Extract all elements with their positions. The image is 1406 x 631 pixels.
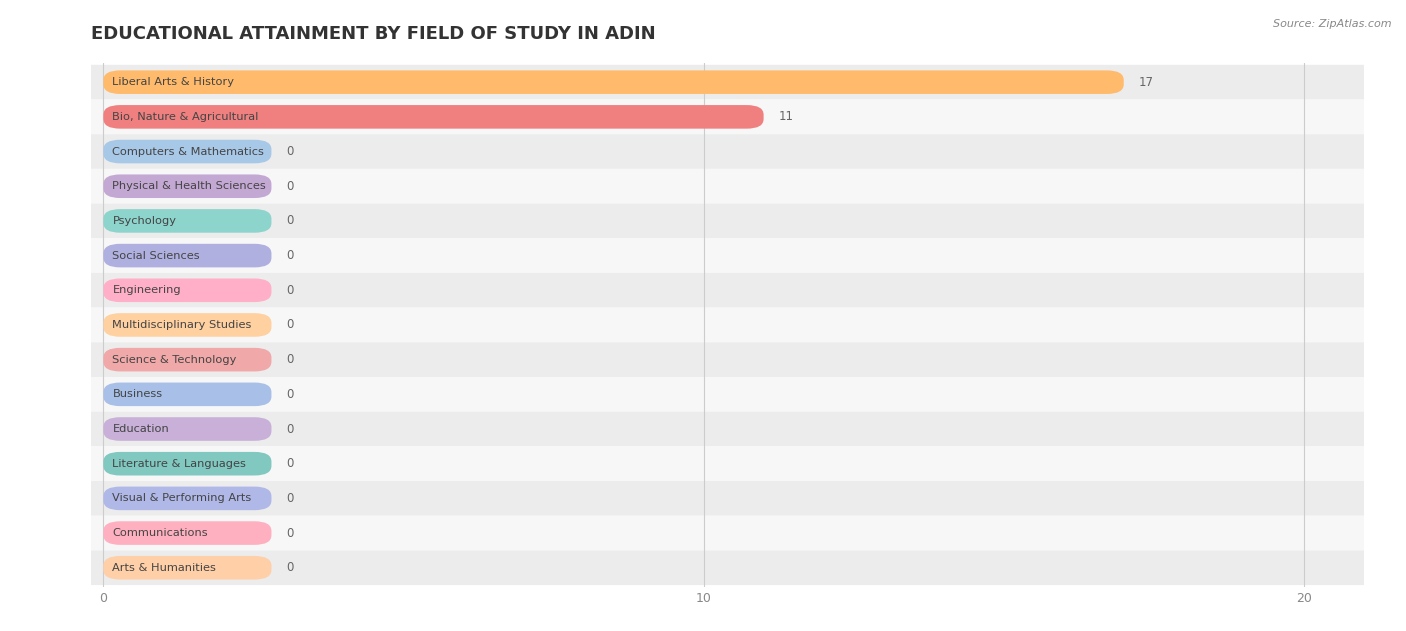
- Text: 0: 0: [287, 215, 294, 227]
- FancyBboxPatch shape: [73, 411, 1406, 446]
- FancyBboxPatch shape: [73, 308, 1406, 342]
- Text: 0: 0: [287, 527, 294, 540]
- FancyBboxPatch shape: [73, 65, 1406, 100]
- Text: Liberal Arts & History: Liberal Arts & History: [112, 77, 235, 87]
- Text: 17: 17: [1139, 76, 1154, 89]
- FancyBboxPatch shape: [73, 446, 1406, 481]
- FancyBboxPatch shape: [73, 239, 1406, 273]
- Text: 0: 0: [287, 249, 294, 262]
- Text: Visual & Performing Arts: Visual & Performing Arts: [112, 493, 252, 504]
- FancyBboxPatch shape: [104, 487, 271, 510]
- Text: Physical & Health Sciences: Physical & Health Sciences: [112, 181, 266, 191]
- Text: 0: 0: [287, 353, 294, 366]
- FancyBboxPatch shape: [104, 348, 271, 372]
- FancyBboxPatch shape: [104, 244, 271, 268]
- FancyBboxPatch shape: [73, 550, 1406, 585]
- Text: Communications: Communications: [112, 528, 208, 538]
- FancyBboxPatch shape: [104, 209, 271, 233]
- Text: 11: 11: [779, 110, 793, 123]
- FancyBboxPatch shape: [104, 105, 763, 129]
- FancyBboxPatch shape: [73, 134, 1406, 169]
- FancyBboxPatch shape: [104, 313, 271, 337]
- FancyBboxPatch shape: [73, 204, 1406, 239]
- FancyBboxPatch shape: [104, 521, 271, 545]
- Text: Social Sciences: Social Sciences: [112, 251, 200, 261]
- Text: 0: 0: [287, 145, 294, 158]
- Text: EDUCATIONAL ATTAINMENT BY FIELD OF STUDY IN ADIN: EDUCATIONAL ATTAINMENT BY FIELD OF STUDY…: [91, 25, 657, 44]
- Text: 0: 0: [287, 284, 294, 297]
- Text: Psychology: Psychology: [112, 216, 176, 226]
- FancyBboxPatch shape: [104, 417, 271, 441]
- Text: 0: 0: [287, 561, 294, 574]
- Text: 0: 0: [287, 180, 294, 192]
- FancyBboxPatch shape: [104, 139, 271, 163]
- FancyBboxPatch shape: [104, 174, 271, 198]
- Text: 0: 0: [287, 423, 294, 435]
- FancyBboxPatch shape: [104, 71, 1123, 94]
- FancyBboxPatch shape: [73, 100, 1406, 134]
- Text: Computers & Mathematics: Computers & Mathematics: [112, 146, 264, 156]
- FancyBboxPatch shape: [104, 452, 271, 476]
- Text: Engineering: Engineering: [112, 285, 181, 295]
- Text: Source: ZipAtlas.com: Source: ZipAtlas.com: [1274, 19, 1392, 29]
- FancyBboxPatch shape: [104, 382, 271, 406]
- Text: Education: Education: [112, 424, 169, 434]
- Text: 0: 0: [287, 492, 294, 505]
- Text: Multidisciplinary Studies: Multidisciplinary Studies: [112, 320, 252, 330]
- Text: 0: 0: [287, 457, 294, 470]
- FancyBboxPatch shape: [73, 342, 1406, 377]
- FancyBboxPatch shape: [104, 556, 271, 579]
- FancyBboxPatch shape: [73, 377, 1406, 411]
- FancyBboxPatch shape: [73, 481, 1406, 516]
- Text: 0: 0: [287, 319, 294, 331]
- Text: Business: Business: [112, 389, 163, 399]
- FancyBboxPatch shape: [73, 516, 1406, 550]
- Text: Arts & Humanities: Arts & Humanities: [112, 563, 217, 573]
- Text: Literature & Languages: Literature & Languages: [112, 459, 246, 469]
- Text: 0: 0: [287, 388, 294, 401]
- FancyBboxPatch shape: [104, 278, 271, 302]
- Text: Science & Technology: Science & Technology: [112, 355, 236, 365]
- Text: Bio, Nature & Agricultural: Bio, Nature & Agricultural: [112, 112, 259, 122]
- FancyBboxPatch shape: [73, 273, 1406, 308]
- FancyBboxPatch shape: [73, 169, 1406, 204]
